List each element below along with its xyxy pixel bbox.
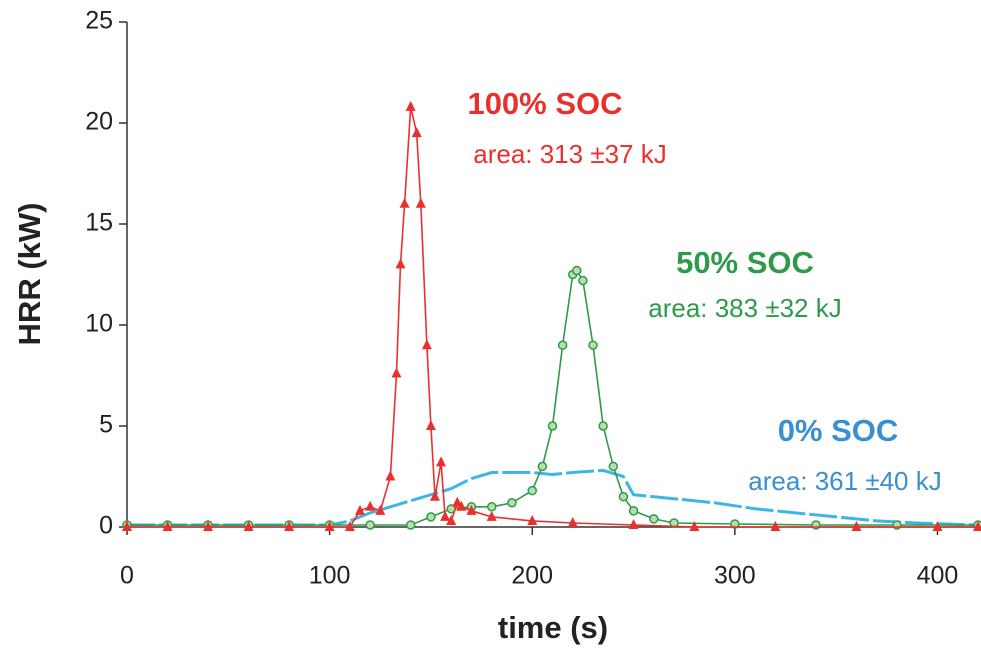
annotation: 0% SOC	[778, 413, 899, 448]
marker	[649, 514, 659, 524]
marker	[425, 420, 436, 430]
marker	[399, 197, 410, 208]
marker	[527, 485, 537, 496]
marker	[405, 100, 416, 111]
marker	[324, 521, 335, 531]
y-tick-label: 5	[99, 411, 113, 439]
annotation: area: 361 ±40 kJ	[748, 466, 942, 496]
marker	[429, 490, 440, 501]
x-tick-label: 0	[120, 562, 134, 590]
y-tick-label: 25	[85, 7, 113, 35]
marker	[507, 498, 517, 508]
marker	[618, 491, 629, 502]
annotation: area: 383 ±32 kJ	[648, 293, 842, 323]
marker	[365, 520, 375, 530]
x-axis-label: time (s)	[498, 610, 608, 645]
marker	[391, 367, 402, 378]
x-tick-label: 400	[917, 562, 959, 590]
marker	[395, 258, 406, 269]
marker	[203, 521, 214, 531]
x-tick-label: 200	[511, 562, 553, 590]
series-line	[127, 106, 978, 528]
marker	[578, 275, 588, 286]
y-axis-label: HRR (kW)	[12, 203, 47, 346]
marker	[243, 521, 254, 531]
y-tick-label: 15	[85, 209, 113, 237]
marker	[436, 456, 447, 467]
marker	[557, 340, 568, 350]
marker	[365, 500, 376, 511]
marker	[486, 510, 497, 521]
marker	[730, 519, 740, 529]
y-tick-label: 20	[85, 108, 113, 136]
marker	[162, 521, 173, 531]
marker	[537, 461, 548, 472]
marker	[355, 504, 366, 515]
marker	[446, 514, 457, 525]
y-tick-label: 10	[85, 310, 113, 338]
marker	[486, 502, 497, 512]
marker	[973, 521, 981, 531]
marker	[770, 521, 781, 531]
marker	[385, 470, 396, 481]
marker	[456, 500, 467, 511]
marker	[466, 504, 477, 515]
marker	[375, 504, 386, 515]
marker	[588, 340, 598, 350]
marker	[440, 510, 451, 521]
marker	[851, 521, 862, 531]
marker	[284, 521, 295, 531]
marker	[598, 421, 608, 431]
marker	[527, 514, 538, 525]
annotation: 100% SOC	[467, 86, 622, 121]
series-line	[127, 468, 979, 527]
marker	[122, 521, 132, 531]
marker	[628, 506, 639, 516]
marker	[572, 265, 582, 276]
marker	[405, 520, 416, 530]
marker	[344, 521, 355, 531]
annotation: 50% SOC	[676, 245, 814, 280]
marker	[426, 512, 436, 522]
marker	[547, 421, 558, 431]
marker	[421, 339, 432, 350]
y-tick-label: 0	[99, 512, 113, 540]
x-tick-label: 100	[309, 562, 351, 590]
marker	[415, 197, 426, 208]
marker	[567, 516, 578, 527]
annotation: area: 313 ±37 kJ	[473, 139, 667, 169]
marker	[608, 461, 619, 472]
marker	[932, 521, 943, 531]
marker	[411, 127, 422, 138]
x-tick-label: 300	[714, 562, 756, 590]
marker	[689, 521, 700, 531]
marker	[628, 518, 639, 529]
